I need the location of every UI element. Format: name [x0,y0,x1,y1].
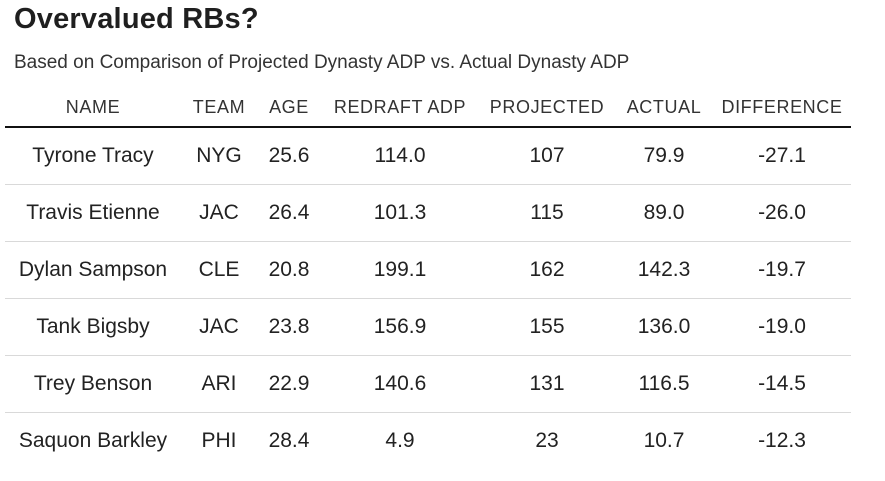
cell-redraft-adp: 114.0 [321,127,479,185]
cell-redraft-adp: 101.3 [321,184,479,242]
column-header-projected: PROJECTED [479,88,615,128]
cell-projected: 107 [479,127,615,185]
column-header-name: NAME [5,88,181,128]
cell-age: 23.8 [257,298,321,356]
chart-title: Overvalued RBs? [14,3,259,35]
cell-actual: 116.5 [615,355,713,413]
cell-difference: -19.0 [713,298,851,356]
cell-actual: 89.0 [615,184,713,242]
cell-difference: -26.0 [713,184,851,242]
cell-age: 25.6 [257,127,321,185]
cell-team: JAC [181,184,257,242]
cell-name: Tyrone Tracy [5,127,181,185]
cell-age: 20.8 [257,241,321,299]
cell-team: PHI [201,429,237,452]
cell-redraft-adp: 199.1 [321,241,479,299]
column-header-difference: DIFFERENCE [713,88,851,128]
cell-difference: -12.3 [758,429,806,452]
cell-name: Trey Benson [5,355,181,413]
cell-redraft-adp: 4.9 [385,429,415,452]
cell-team: JAC [181,298,257,356]
chart-subtitle: Based on Comparison of Projected Dynasty… [14,52,630,73]
cell-age: 28.4 [268,429,310,452]
column-header-actual: ACTUAL [615,88,713,128]
cell-actual: 10.7 [643,429,685,452]
table-row: Tank Bigsby JAC 23.8 156.9 155 136.0 -19… [5,298,851,356]
cell-difference: -19.7 [713,241,851,299]
cell-name: Saquon Barkley [18,429,168,452]
cell-actual: 136.0 [615,298,713,356]
cell-projected: 162 [479,241,615,299]
cell-difference: -27.1 [713,127,851,185]
cell-age: 26.4 [257,184,321,242]
table-row: Tyrone Tracy NYG 25.6 114.0 107 79.9 -27… [5,127,851,185]
cell-difference: -14.5 [713,355,851,413]
header-row: NAME TEAM AGE REDRAFT ADP PROJECTED ACTU… [5,88,851,128]
cell-redraft-adp: 140.6 [321,355,479,413]
data-table: NAME TEAM AGE REDRAFT ADP PROJECTED ACTU… [5,88,851,469]
table-row: Travis Etienne JAC 26.4 101.3 115 89.0 -… [5,184,851,242]
cell-team: CLE [181,241,257,299]
table-row: Saquon Barkley PHI 28.4 4.9 23 10.7 -12.… [5,413,851,470]
cell-projected: 23 [535,429,559,452]
table-row: Trey Benson ARI 22.9 140.6 131 116.5 -14… [5,355,851,413]
cell-name: Tank Bigsby [5,298,181,356]
table-row: Dylan Sampson CLE 20.8 199.1 162 142.3 -… [5,241,851,299]
column-header-redraft-adp: REDRAFT ADP [321,88,479,128]
column-header-age: AGE [257,88,321,128]
cell-projected: 131 [479,355,615,413]
cell-redraft-adp: 156.9 [321,298,479,356]
cell-actual: 142.3 [615,241,713,299]
cell-age: 22.9 [257,355,321,413]
cell-name: Travis Etienne [5,184,181,242]
cell-actual: 79.9 [615,127,713,185]
cell-projected: 155 [479,298,615,356]
cell-name: Dylan Sampson [5,241,181,299]
cell-team: ARI [181,355,257,413]
cell-team: NYG [181,127,257,185]
column-header-team: TEAM [181,88,257,128]
cell-projected: 115 [479,184,615,242]
